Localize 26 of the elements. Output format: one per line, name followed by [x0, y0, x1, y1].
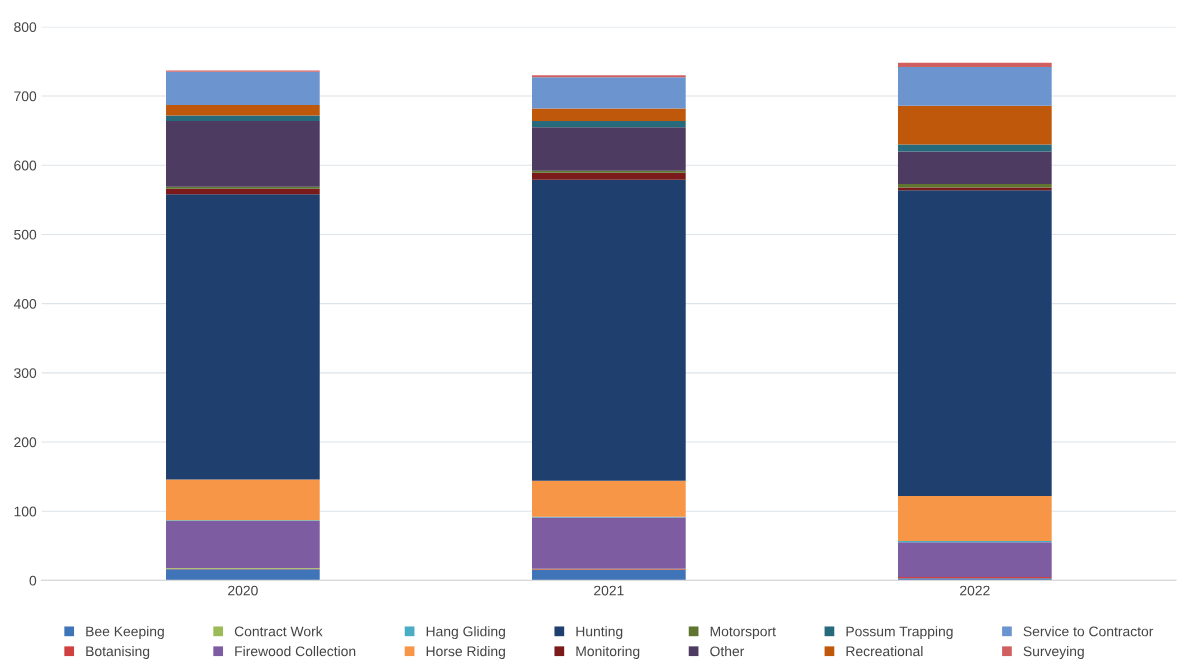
legend-label: Bee Keeping	[86, 626, 164, 640]
legend-label: Firewood Collection	[235, 646, 356, 657]
y-tick-label: 200	[14, 437, 37, 448]
y-tick-label: 0	[29, 575, 37, 586]
legend-label: Service to Contractor	[1023, 626, 1154, 637]
x-tick-label: 2020	[228, 585, 258, 596]
y-tick-label: 700	[14, 91, 37, 102]
x-tick-label: 2022	[960, 585, 990, 596]
y-tick-label: 100	[14, 506, 37, 517]
legend-label: Motorsport	[710, 626, 776, 640]
legend-label: Surveying	[1023, 646, 1084, 659]
y-tick-label: 800	[14, 22, 37, 33]
legend-label: Hunting	[576, 626, 623, 640]
legend-label: Contract Work	[234, 626, 323, 637]
legend-label: Possum Trapping	[846, 626, 953, 640]
y-tick-label: 300	[14, 368, 37, 378]
legend-label: Botanising	[86, 646, 150, 659]
legend-label: Monitoring	[576, 646, 640, 659]
y-tick-label: 500	[14, 229, 37, 240]
legend-label: Hang Gliding	[426, 626, 505, 640]
y-tick-label: 400	[13, 298, 37, 309]
legend-label: Horse Riding	[426, 646, 505, 659]
legend-label: Recreational	[846, 646, 923, 657]
x-tick-label: 2021	[594, 585, 624, 596]
y-tick-label: 600	[14, 160, 37, 171]
legend-label: Other	[710, 646, 745, 657]
